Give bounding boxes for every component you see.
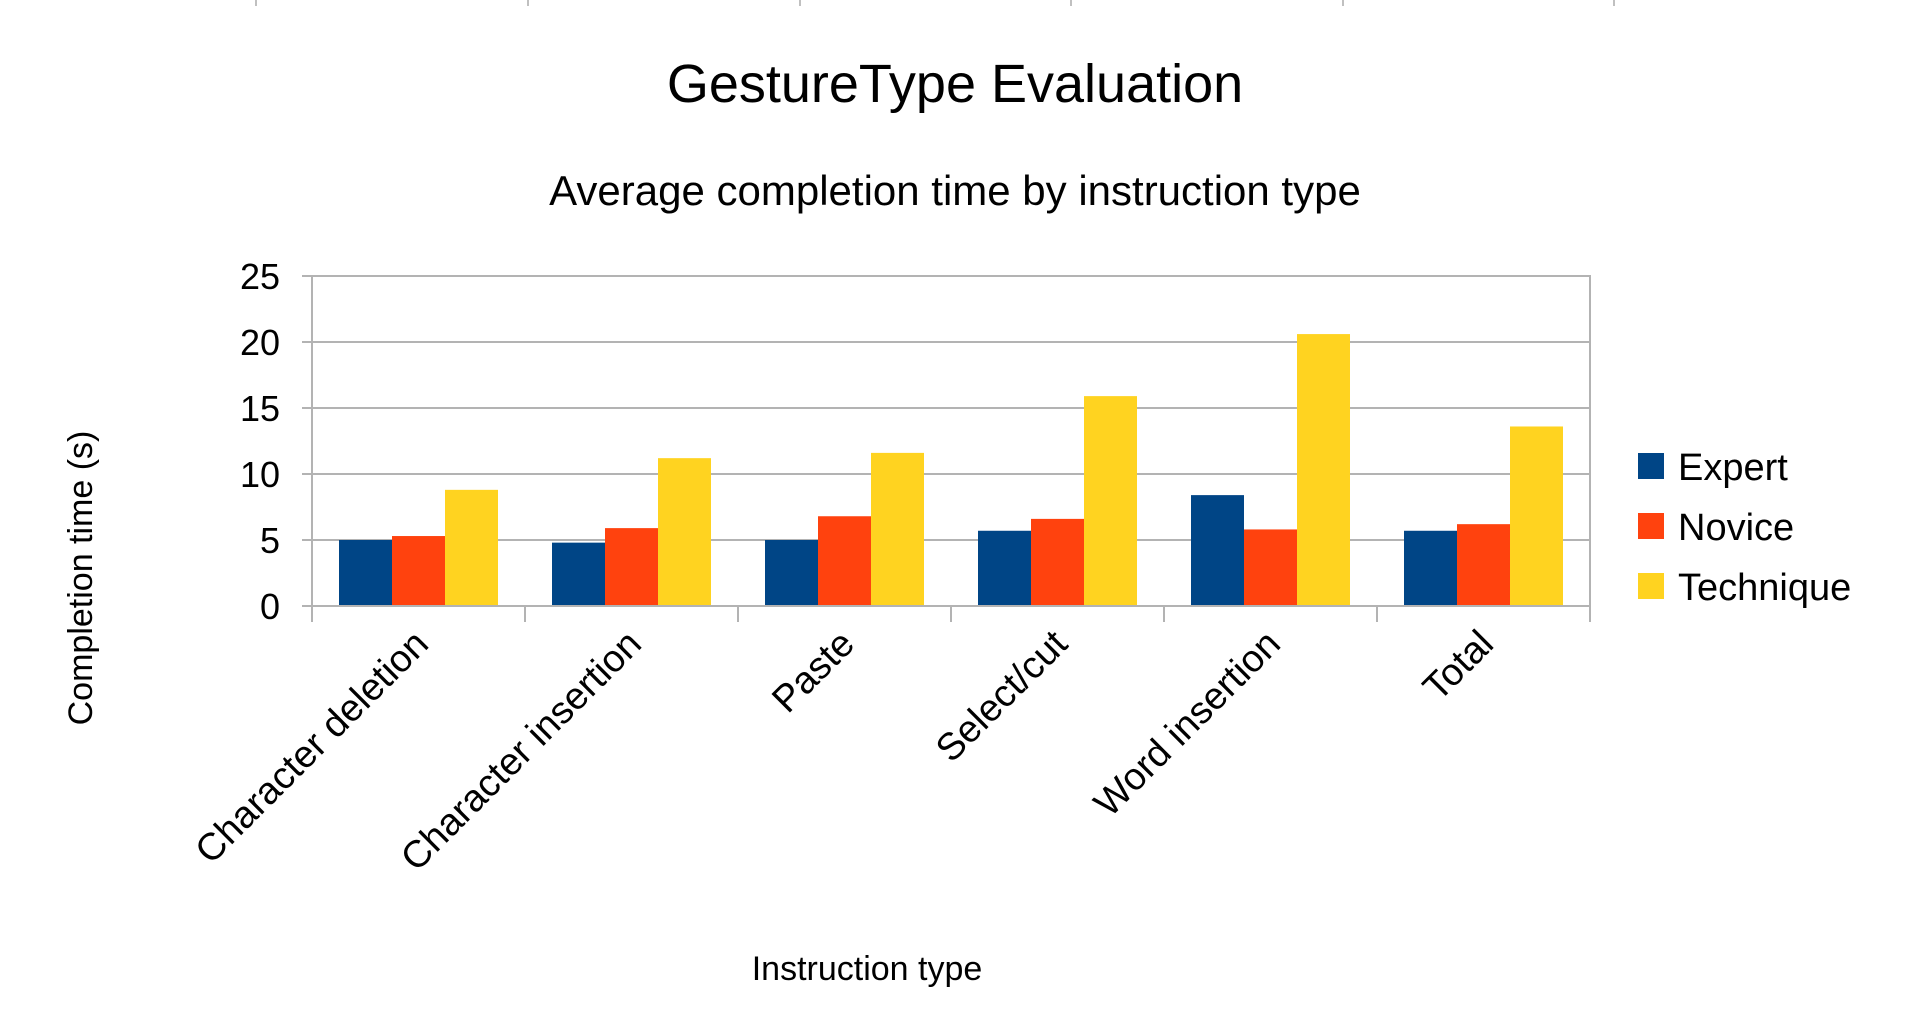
legend-label: Technique [1678,567,1851,609]
chart-subtitle: Average completion time by instruction t… [549,167,1361,214]
legend-item-technique: Technique [1638,567,1851,609]
bar-novice [605,528,658,606]
x-tick-label: Select/cut [928,622,1076,770]
bar-expert [765,540,818,606]
top-tick-marks [255,0,1615,6]
axes [302,275,1591,622]
y-tick-labels: 0 5 10 15 20 25 [240,256,280,627]
legend: Expert Novice Technique [1638,447,1851,609]
bar-novice [1457,524,1510,606]
bar-technique [1297,334,1350,606]
y-tick-label: 0 [260,586,280,627]
bar-novice [1031,518,1084,606]
bar-expert [552,542,605,606]
bar-technique [1510,426,1563,606]
bars [339,334,1563,606]
y-tick-label: 20 [240,322,280,363]
grid-lines [312,275,1590,541]
legend-item-expert: Expert [1638,447,1788,489]
y-axis-label: Completion time (s) [62,431,100,726]
bar-technique [871,452,924,606]
legend-swatch [1638,573,1664,599]
y-tick-label: 25 [240,256,280,297]
legend-label: Expert [1678,447,1788,489]
bar-expert [339,540,392,606]
bar-technique [1084,396,1137,606]
bar-technique [445,489,498,606]
plot-frame [311,275,1591,607]
bar-novice [392,536,445,606]
x-tick-label: Character insertion [393,623,650,880]
legend-swatch [1638,453,1664,479]
bar-expert [1191,495,1244,606]
x-tick-label: Word insertion [1086,623,1288,825]
legend-label: Novice [1678,507,1794,549]
bar-technique [658,458,711,606]
bar-novice [1244,529,1297,606]
y-tick-label: 10 [240,454,280,495]
y-tick-label: 5 [260,520,280,561]
bar-expert [978,530,1031,606]
chart-title: GestureType Evaluation [667,54,1243,114]
x-tick-label: Paste [764,623,862,721]
x-axis-label: Instruction type [752,950,983,988]
legend-swatch [1638,513,1664,539]
bar-expert [1404,530,1457,606]
y-tick-label: 15 [240,388,280,429]
x-tick-label: Total [1415,623,1501,709]
legend-item-novice: Novice [1638,507,1794,549]
bar-novice [818,516,871,606]
x-tick-label: Character deletion [188,623,437,872]
